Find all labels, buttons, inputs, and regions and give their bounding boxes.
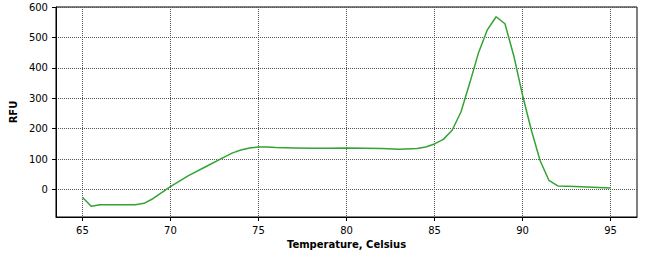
svg-text:Temperature, Celsius: Temperature, Celsius: [287, 239, 406, 250]
svg-text:80: 80: [340, 225, 353, 236]
svg-text:400: 400: [29, 62, 48, 73]
svg-text:65: 65: [76, 225, 89, 236]
svg-text:RFU: RFU: [8, 101, 19, 124]
svg-text:300: 300: [29, 93, 48, 104]
svg-text:200: 200: [29, 123, 48, 134]
svg-text:500: 500: [29, 32, 48, 43]
svg-text:85: 85: [428, 225, 441, 236]
svg-text:70: 70: [164, 225, 177, 236]
svg-text:600: 600: [29, 2, 48, 13]
svg-text:100: 100: [29, 154, 48, 165]
svg-text:75: 75: [252, 225, 265, 236]
svg-text:0: 0: [42, 184, 48, 195]
svg-text:95: 95: [604, 225, 617, 236]
svg-text:90: 90: [516, 225, 529, 236]
